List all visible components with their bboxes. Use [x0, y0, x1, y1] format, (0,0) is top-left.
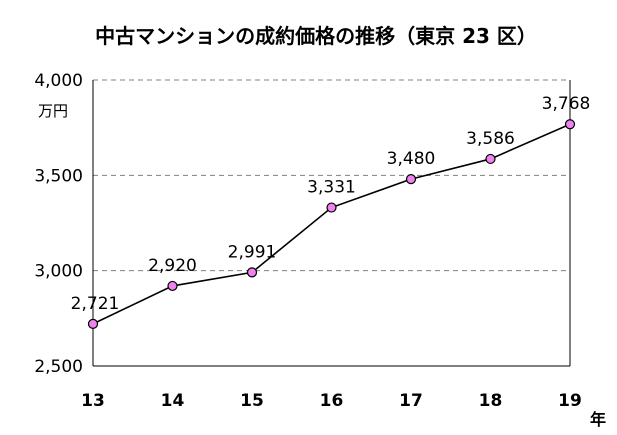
data-label: 2,920 [148, 256, 197, 276]
marker-layer [87, 119, 576, 329]
y-axis-unit: 万円 [38, 102, 68, 120]
data-label: 2,721 [71, 294, 120, 314]
x-tick-label: 13 [81, 391, 105, 411]
x-axis-unit: 年 [590, 410, 606, 429]
data-point [564, 119, 576, 130]
data-label: 3,331 [307, 178, 356, 198]
y-tick-label: 3,000 [34, 262, 83, 282]
data-label-layer: 2,721 2,920 2,991 3,331 3,480 3,586 3,768 [71, 94, 591, 314]
data-point [326, 202, 337, 213]
data-point [87, 318, 99, 329]
data-point [167, 280, 178, 292]
x-tick-label: 18 [479, 391, 503, 411]
chart-title: 中古マンションの成約価格の推移（東京 23 区） [95, 24, 537, 48]
data-point [405, 174, 417, 185]
series-line [92, 123, 571, 325]
x-tick-label: 17 [399, 391, 423, 411]
y-tick-label: 3,500 [34, 166, 83, 186]
data-label: 3,586 [466, 129, 515, 149]
data-label: 2,991 [228, 242, 277, 262]
y-tick-label: 4,000 [34, 71, 83, 91]
x-tick-label: 15 [240, 391, 264, 411]
y-tick-label: 2,500 [34, 357, 83, 377]
x-tick-label: 14 [161, 391, 185, 411]
data-label: 3,768 [542, 94, 591, 114]
data-point [485, 153, 496, 165]
data-label: 3,480 [387, 149, 436, 169]
grid-layer [93, 79, 570, 272]
x-tick-label: 19 [558, 391, 582, 411]
y-tick-labels: 2,500 3,000 3,500 4,000 [34, 71, 83, 377]
x-tick-labels: 13 14 15 16 17 18 19 [81, 391, 582, 411]
x-tick-label: 16 [320, 391, 344, 411]
data-point [246, 267, 258, 278]
series-layer [92, 123, 571, 325]
